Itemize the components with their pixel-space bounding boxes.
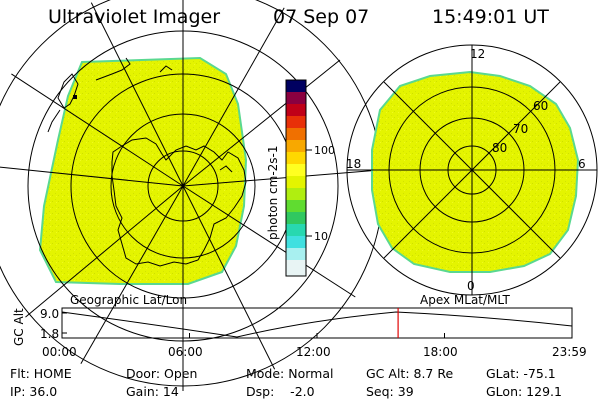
- info-glon: GLon: 129.1: [486, 384, 562, 399]
- orbit-ylabel: GC Alt: [12, 308, 26, 346]
- info-seq: Seq: 39: [366, 384, 414, 399]
- magnetic-map: [346, 44, 598, 296]
- mlt-label-dawn: 6: [578, 157, 586, 171]
- colorbar-tick-10: 10: [314, 230, 328, 243]
- orbit-altitude-curve: [61, 311, 573, 338]
- instrument-title: Ultraviolet Imager: [48, 6, 221, 28]
- observation-time: 15:49:01 UT: [432, 6, 549, 28]
- info-mode: Mode: Normal: [246, 366, 333, 381]
- colorbar-tick-100: 100: [314, 144, 335, 157]
- geographic-map: [0, 0, 384, 391]
- info-glat: GLat: -75.1: [486, 366, 556, 381]
- geo-panel-label: Geographic Lat/Lon: [70, 293, 187, 307]
- mlt-label-midnight: 0: [467, 279, 475, 293]
- orbit-xtick: 00:00: [42, 345, 77, 359]
- mlat-label-60: 60: [533, 99, 548, 113]
- geo-coastlines: [47, 57, 247, 267]
- info-ip: IP: 36.0: [10, 384, 57, 399]
- info-door: Door: Open: [126, 366, 197, 381]
- mag-panel-label: Apex MLat/MLT: [420, 293, 510, 307]
- colorbar-label: photon cm-2s-1: [266, 146, 280, 241]
- orbit-xtick: 18:00: [423, 345, 458, 359]
- observation-date: 07 Sep 07: [273, 6, 370, 28]
- info-gain: Gain: 14: [126, 384, 179, 399]
- mlt-label-noon: 12: [470, 47, 485, 61]
- geo-station-marker: [73, 95, 77, 99]
- orbit-ytick-min: 1.8: [40, 327, 59, 341]
- info-readout: Flt: HOME Door: Open Mode: Normal GC Alt…: [10, 366, 562, 399]
- info-flight: Flt: HOME: [10, 366, 72, 381]
- orbit-altitude-plot: 9.0 1.8 GC Alt 00:00 06:00 12:00 18:00 2…: [12, 307, 587, 359]
- orbit-xtick: 23:59: [552, 345, 587, 359]
- mlat-label-70: 70: [513, 122, 528, 136]
- info-dsp: Dsp: -2.0: [246, 384, 315, 399]
- info-gc-alt: GC Alt: 8.7 Re: [366, 366, 453, 381]
- orbit-xtick: 12:00: [296, 345, 331, 359]
- mlt-label-dusk: 18: [346, 157, 361, 171]
- orbit-ytick-max: 9.0: [40, 307, 59, 321]
- mlat-label-80: 80: [492, 141, 507, 155]
- colorbar: 100 10 photon cm-2s-1: [266, 79, 335, 277]
- orbit-xtick: 06:00: [168, 345, 203, 359]
- mag-grid: [346, 44, 598, 296]
